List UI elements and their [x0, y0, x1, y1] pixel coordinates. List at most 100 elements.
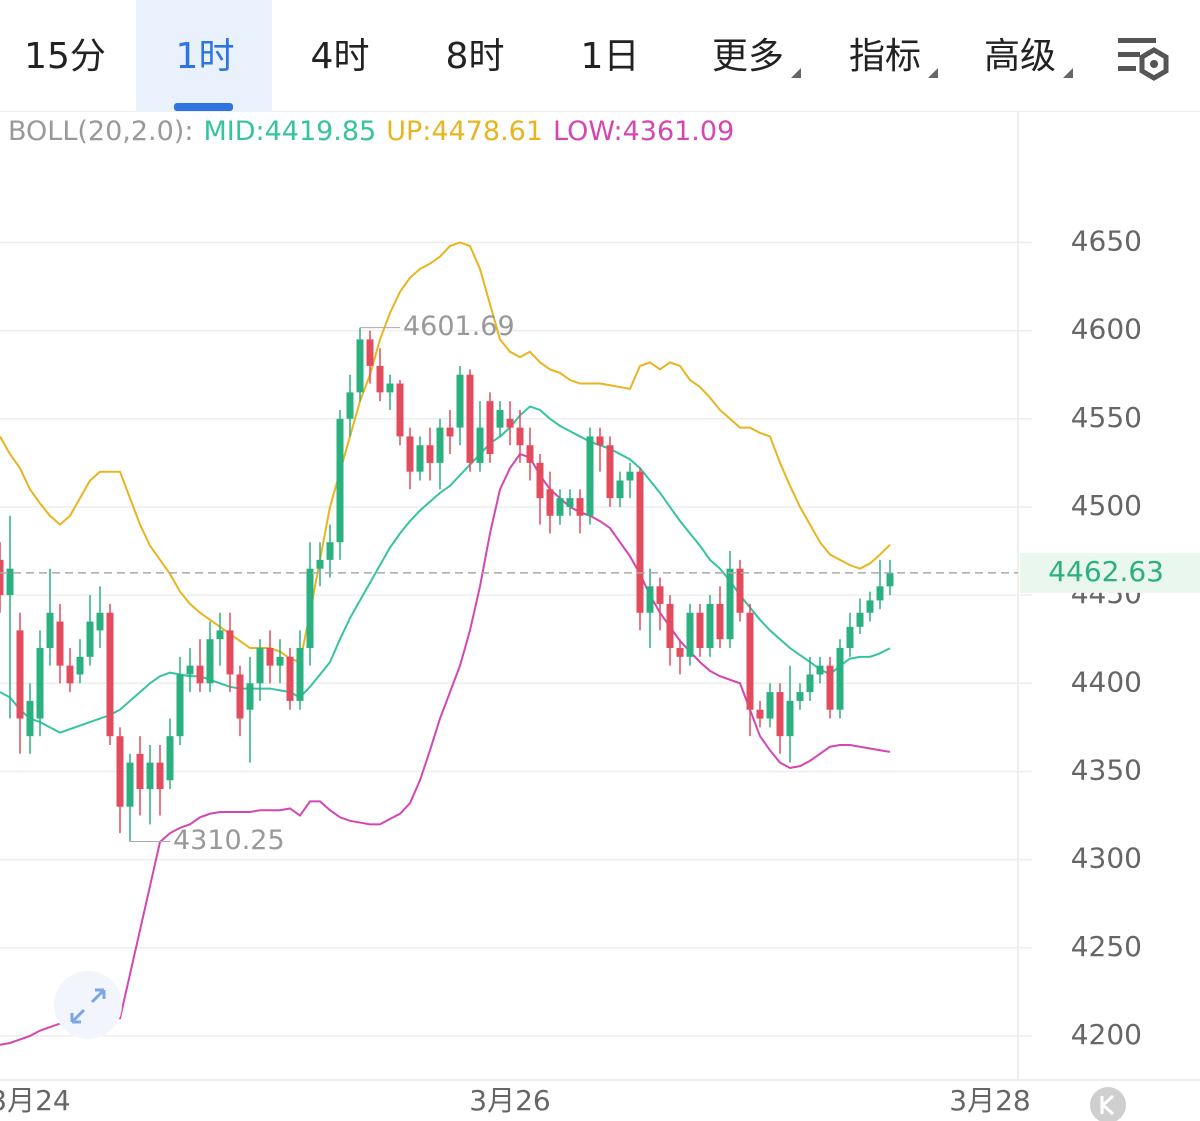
candle-body	[336, 418, 344, 543]
active-tab-underline	[174, 103, 233, 111]
candle-body	[716, 603, 724, 640]
max-label: 4601.69	[403, 311, 515, 342]
candle-body	[406, 436, 414, 472]
min-label: 4310.25	[173, 825, 285, 856]
candle-body	[216, 630, 224, 640]
tab[interactable]: 指标	[849, 36, 921, 77]
candle-body	[746, 612, 754, 710]
tab[interactable]: 1日	[581, 36, 640, 77]
tab[interactable]: 15分	[24, 36, 106, 77]
candle-body	[166, 736, 174, 781]
candle-body	[866, 600, 874, 613]
x-tick-label: 3月26	[469, 1084, 550, 1117]
candle-body	[316, 559, 324, 569]
expand-button[interactable]	[54, 971, 122, 1039]
candle-body	[76, 656, 84, 675]
candle-body	[536, 462, 544, 499]
candle-body	[86, 621, 94, 657]
tab[interactable]: 更多	[712, 36, 784, 77]
candle-body	[816, 665, 824, 675]
icon-hex	[1139, 47, 1169, 81]
expand-bg	[54, 971, 122, 1039]
candle-body	[26, 700, 34, 737]
y-tick-label: 4200	[1071, 1018, 1142, 1051]
candle-body	[436, 427, 444, 463]
candle-body	[886, 572, 894, 587]
last-price-box	[1020, 552, 1200, 593]
candle-body	[296, 648, 304, 701]
candle-body	[156, 762, 164, 790]
candle-body	[476, 427, 484, 463]
candle-body	[496, 409, 504, 428]
candle-body	[826, 665, 834, 710]
candle-body	[116, 736, 124, 807]
candle-body	[466, 374, 474, 463]
candle-body	[96, 612, 104, 631]
tab[interactable]: 高级	[984, 36, 1056, 77]
candle-body	[356, 339, 364, 393]
candle-body	[486, 401, 494, 455]
dropdown-caret	[928, 68, 938, 78]
candle-body	[306, 568, 314, 649]
chart: 4200425043004350440044504500455046004650…	[0, 112, 1200, 1117]
candle-body	[736, 568, 744, 613]
candle-body	[396, 383, 404, 437]
settings-icon[interactable]	[1118, 38, 1169, 81]
candle-body	[266, 648, 274, 666]
icon-bar	[1118, 38, 1156, 43]
k-icon	[1100, 1094, 1115, 1116]
candle-body	[46, 612, 54, 649]
candle-body	[346, 392, 354, 419]
candle-body	[616, 480, 624, 499]
tab[interactable]: 4时	[311, 36, 370, 77]
candle-body	[706, 603, 714, 649]
icon-dot	[1150, 60, 1158, 68]
candle-body	[326, 542, 334, 560]
candle-body	[666, 603, 674, 649]
candle-body	[176, 674, 184, 737]
candle-body	[656, 586, 664, 604]
tab[interactable]: 1时	[176, 36, 235, 77]
candle-body	[16, 630, 24, 719]
candle-body	[756, 709, 764, 719]
candle-body	[286, 656, 294, 701]
x-tick-label: 3月28	[949, 1084, 1030, 1117]
candle-body	[806, 674, 814, 693]
candle-body	[236, 674, 244, 719]
candle-body	[686, 612, 694, 657]
candle-body	[556, 498, 564, 516]
candle-body	[246, 683, 254, 710]
y-tick-label: 4550	[1071, 401, 1142, 434]
candle-body	[676, 648, 684, 657]
candle-body	[766, 692, 774, 719]
legend-item: BOLL(20,2.0):	[8, 116, 193, 147]
candle-body	[726, 568, 734, 640]
icon-bar	[1118, 52, 1140, 57]
candle-body	[146, 762, 154, 790]
candle-body	[696, 612, 704, 649]
boll-line	[0, 452, 891, 1046]
candle-body	[366, 339, 374, 366]
candle-body	[416, 445, 424, 472]
active-tab-bg	[136, 0, 272, 111]
candle-body	[796, 692, 804, 701]
y-tick-label: 4250	[1071, 930, 1142, 963]
candle-body	[106, 612, 114, 737]
candle-body	[836, 648, 844, 710]
candle-body	[586, 436, 594, 516]
candle-body	[276, 656, 284, 666]
candle-body	[186, 665, 194, 675]
legend-item: UP:4478.61	[386, 116, 543, 147]
expand-icon	[70, 988, 106, 1024]
candle-body	[126, 762, 134, 807]
tab[interactable]: 8时	[446, 36, 505, 77]
k-button[interactable]	[1090, 1087, 1126, 1121]
candle-body	[846, 626, 854, 649]
candle-body	[626, 471, 634, 481]
candle-body	[526, 445, 534, 463]
candle-body	[546, 489, 554, 516]
legend: BOLL(20,2.0): MID:4419.85 UP:4478.61 LOW:43…	[8, 116, 734, 147]
y-tick-label: 4600	[1071, 313, 1142, 346]
